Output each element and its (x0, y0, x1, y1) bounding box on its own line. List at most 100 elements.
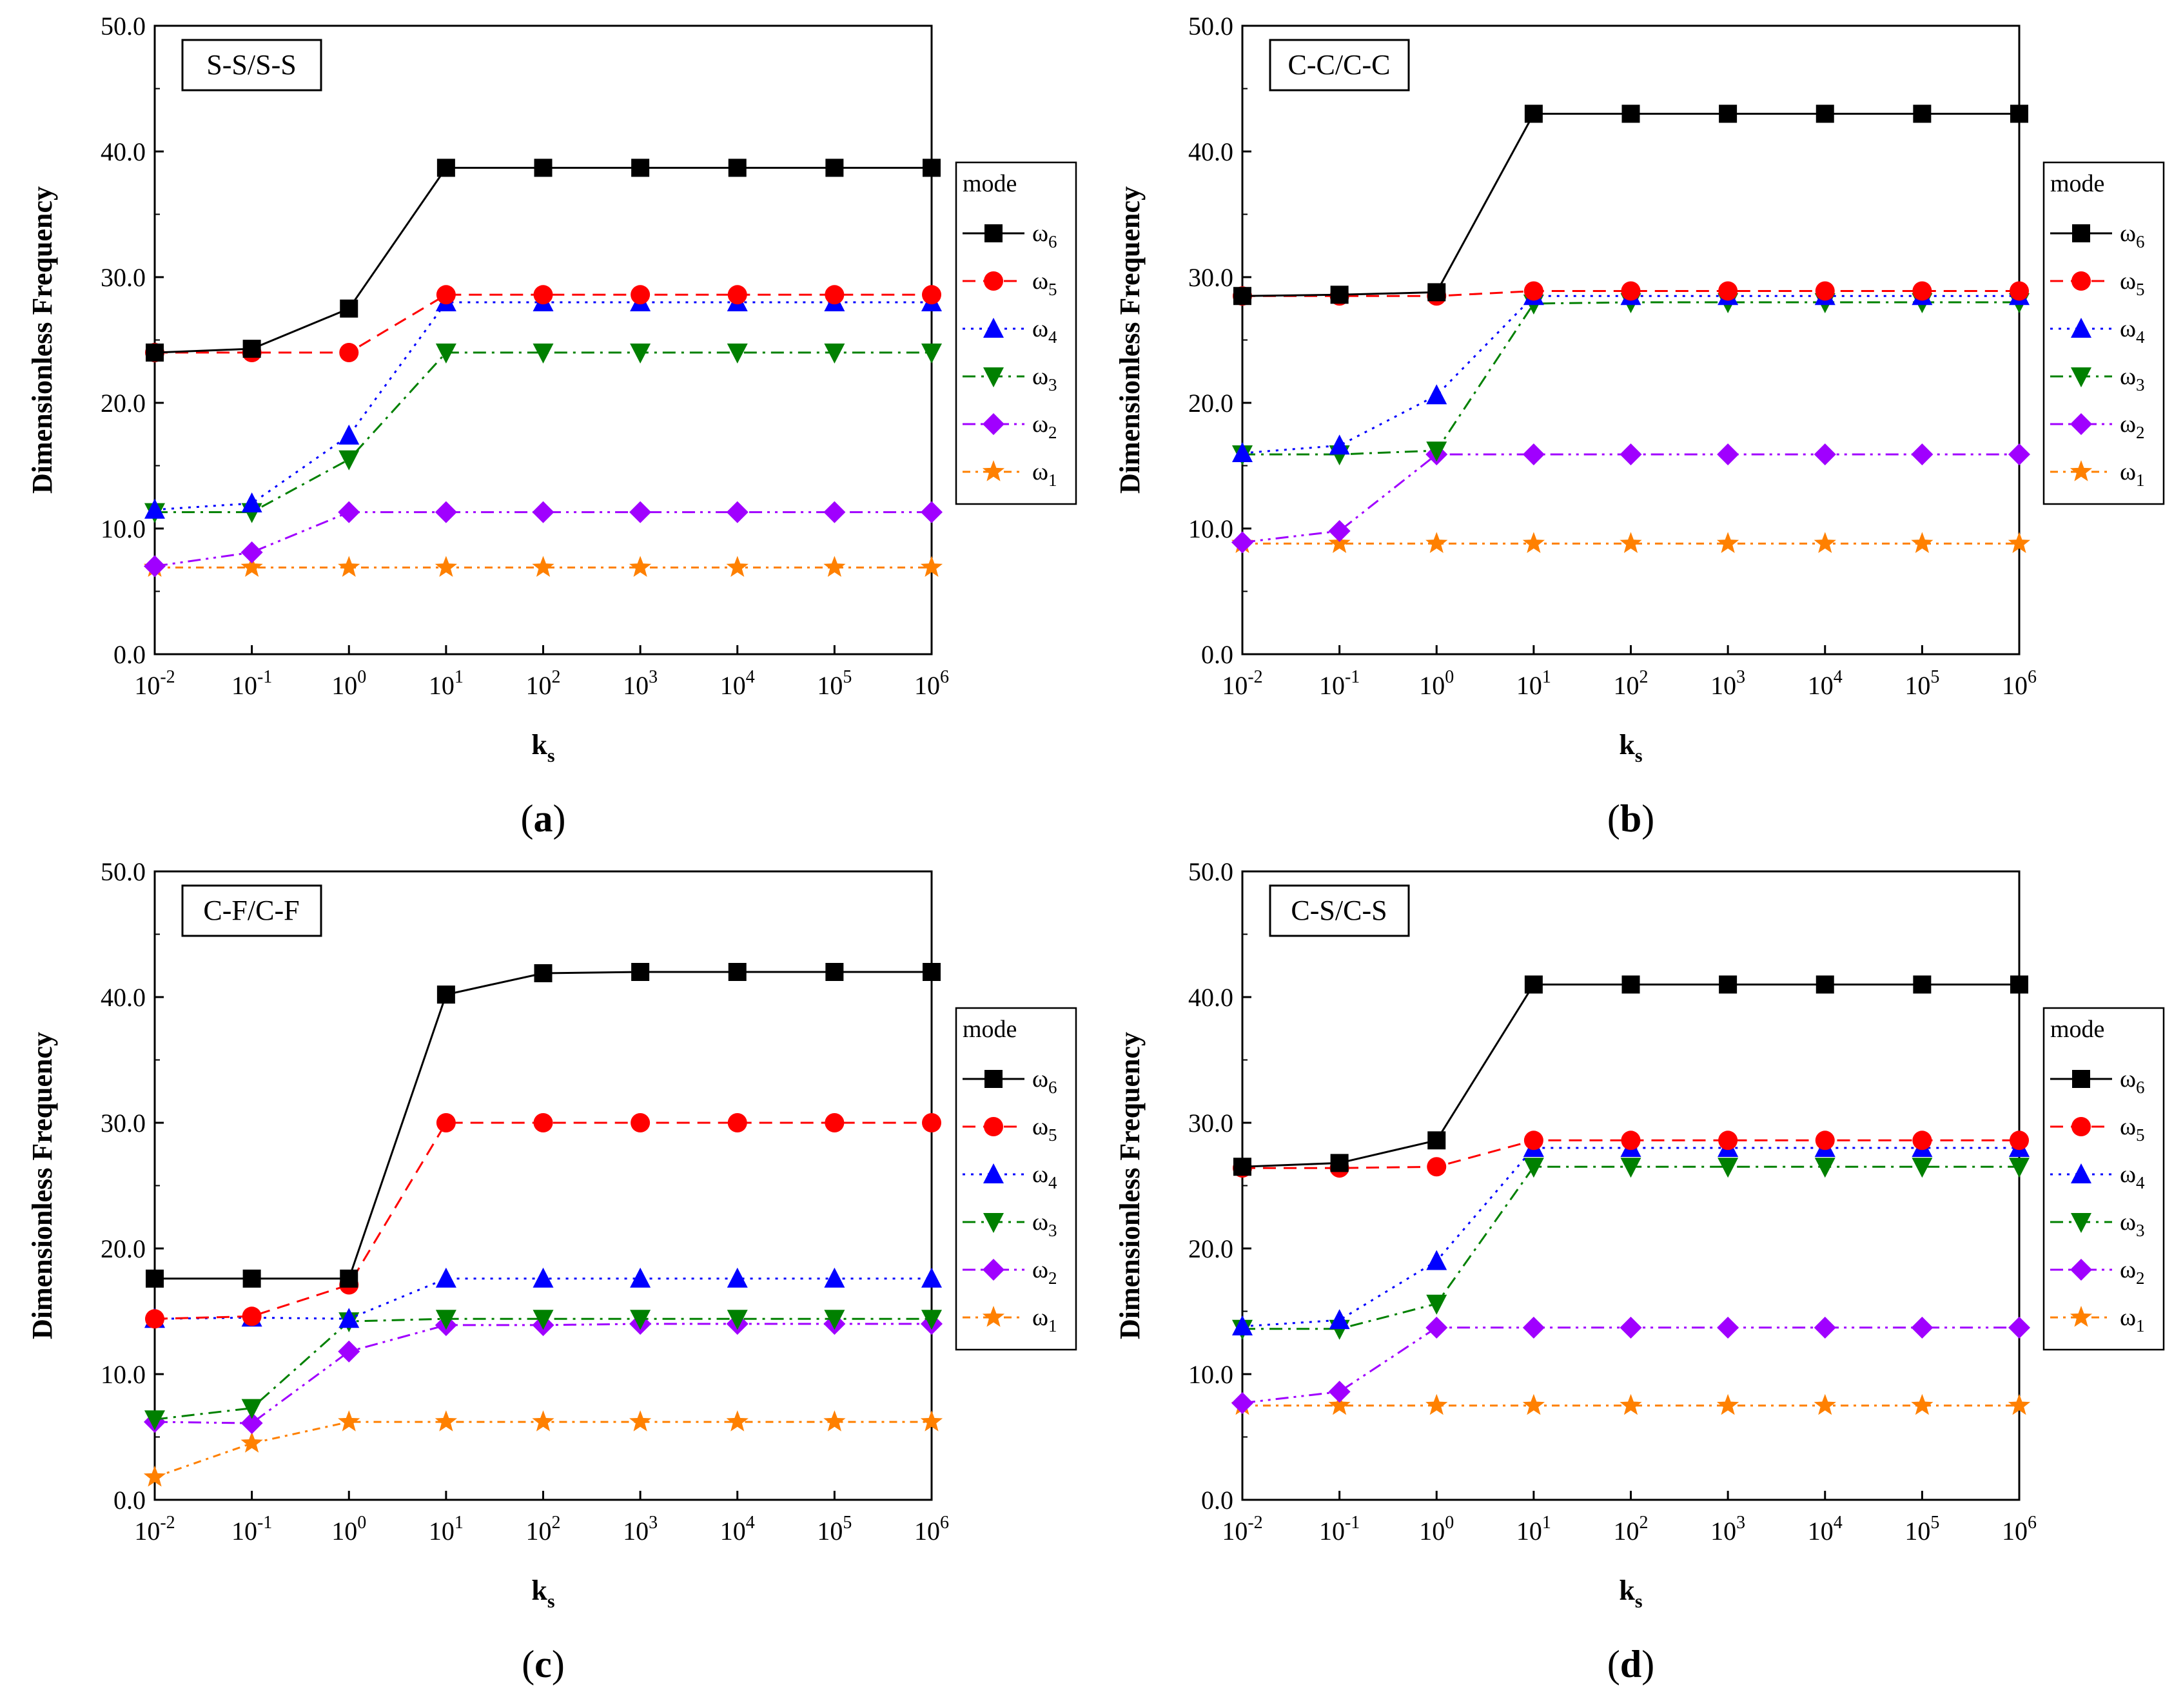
data-point-omega6 (340, 299, 358, 318)
data-point-omega4 (921, 1267, 942, 1288)
legend-label-omega6: ω6 (1032, 220, 1057, 251)
data-point-omega4 (1232, 1315, 1253, 1335)
legend-label-omega3: ω3 (2120, 1208, 2145, 1240)
y-tick-label: 40.0 (101, 983, 146, 1012)
data-point-omega4 (630, 1267, 651, 1288)
data-point-omega2 (240, 541, 263, 564)
y-tick-label: 10.0 (1188, 514, 1233, 543)
data-point-omega2 (1425, 1316, 1448, 1339)
data-point-omega1 (143, 1465, 166, 1487)
data-point-omega3 (1620, 1158, 1641, 1178)
data-point-omega3 (824, 344, 845, 364)
data-point-omega2 (2008, 443, 2030, 465)
condition-label: C-C/C-C (1288, 49, 1391, 81)
legend-label-omega3: ω3 (2120, 363, 2145, 394)
chart-panel-b: 0.0 10.0 20.0 30.0 40.0 50.0 10-2 10-1 100 101 102… (1114, 12, 2165, 840)
x-tick-label: 106 (2002, 667, 2037, 700)
data-point-omega2 (435, 501, 457, 523)
panel-tag: (c) (522, 1643, 565, 1685)
data-point-omega6 (825, 159, 844, 177)
series-line-omega2 (154, 1323, 932, 1424)
data-point-omega1 (240, 556, 263, 577)
data-point-omega3 (241, 1399, 262, 1419)
series-line-omega6 (154, 166, 932, 354)
data-point-omega6 (631, 159, 650, 177)
data-point-omega6 (1233, 1158, 1251, 1176)
legend-label-omega1: ω1 (1032, 458, 1057, 490)
x-tick-label: 105 (817, 1513, 852, 1546)
y-tick-label: 50.0 (1188, 857, 1233, 886)
data-point-omega3 (1426, 442, 1447, 462)
data-point-omega1 (240, 1431, 263, 1453)
data-point-omega1 (338, 556, 360, 577)
data-point-omega1 (629, 1410, 652, 1431)
legend-marker-omega5 (2071, 271, 2091, 291)
data-point-omega4 (241, 492, 262, 512)
data-point-omega5 (727, 285, 747, 305)
y-tick-label: 20.0 (101, 1234, 146, 1263)
data-point-omega1 (1814, 532, 1836, 553)
data-point-omega5 (1718, 1131, 1738, 1150)
series-line-omega1 (154, 1421, 932, 1479)
data-point-omega1 (1328, 532, 1351, 553)
legend-marker-omega3 (983, 1213, 1004, 1233)
legend-marker-omega5 (2071, 1117, 2091, 1136)
panel-tag: (b) (1607, 797, 1654, 840)
x-tick-label: 103 (623, 667, 658, 700)
data-point-omega6 (1427, 1131, 1446, 1150)
data-point-omega1 (1425, 1393, 1448, 1415)
data-point-omega5 (1523, 1131, 1543, 1150)
condition-box (181, 39, 322, 92)
data-point-omega6 (825, 963, 844, 981)
x-tick-label: 103 (623, 1513, 658, 1546)
legend-box (2042, 1007, 2165, 1351)
data-point-omega6 (1719, 104, 1738, 123)
data-point-omega3 (533, 1310, 554, 1330)
data-point-omega1 (629, 556, 652, 577)
series-line-omega5 (1242, 290, 2019, 297)
data-point-omega6 (534, 159, 553, 177)
y-tick-label: 40.0 (101, 137, 146, 166)
x-tick-label: 101 (1516, 667, 1551, 700)
data-point-omega2 (1522, 443, 1545, 465)
legend-marker-omega2 (2070, 413, 2092, 435)
x-tick-label: 100 (1419, 667, 1454, 700)
x-tick-label: 100 (331, 667, 366, 700)
y-tick-label: 30.0 (1188, 1109, 1233, 1138)
data-point-omega2 (1620, 1316, 1642, 1339)
data-point-omega2 (1814, 1316, 1836, 1339)
data-point-omega3 (338, 450, 360, 471)
x-tick-label: 10-2 (134, 1513, 175, 1546)
legend-label-omega3: ω3 (1032, 1208, 1057, 1240)
y-tick-label: 40.0 (1188, 983, 1233, 1012)
data-point-omega4 (1232, 442, 1253, 462)
y-axis-title: Dimensionless Frequency (26, 186, 58, 494)
x-tick-label: 102 (526, 1513, 561, 1546)
y-tick-label: 20.0 (1188, 1234, 1233, 1263)
y-tick-label: 40.0 (1188, 137, 1233, 166)
data-point-omega1 (435, 556, 457, 577)
x-tick-label: 101 (1516, 1513, 1551, 1546)
x-tick-label: 102 (1614, 667, 1649, 700)
data-point-omega4 (144, 498, 165, 519)
data-point-omega1 (1522, 532, 1545, 553)
data-point-omega1 (1425, 532, 1448, 553)
y-tick-label: 30.0 (101, 1109, 146, 1138)
series-line-omega5 (1242, 1139, 2019, 1169)
data-point-omega2 (1328, 1381, 1351, 1403)
data-point-omega4 (824, 1267, 845, 1288)
x-tick-label: 104 (720, 667, 755, 700)
legend-label-omega3: ω3 (1032, 363, 1057, 394)
data-point-omega2 (338, 501, 360, 523)
data-point-omega6 (1524, 104, 1543, 123)
data-point-omega6 (1816, 975, 1834, 994)
data-point-omega6 (728, 963, 747, 981)
legend-label-omega4: ω4 (1032, 1161, 1057, 1192)
y-tick-label: 0.0 (113, 640, 146, 669)
data-point-omega3 (630, 344, 651, 364)
data-point-omega5 (1815, 281, 1835, 301)
legend-marker-omega4 (2071, 318, 2091, 338)
y-tick-label: 50.0 (101, 857, 146, 886)
data-point-omega2 (1231, 1392, 1253, 1414)
data-point-omega2 (2008, 1316, 2030, 1339)
